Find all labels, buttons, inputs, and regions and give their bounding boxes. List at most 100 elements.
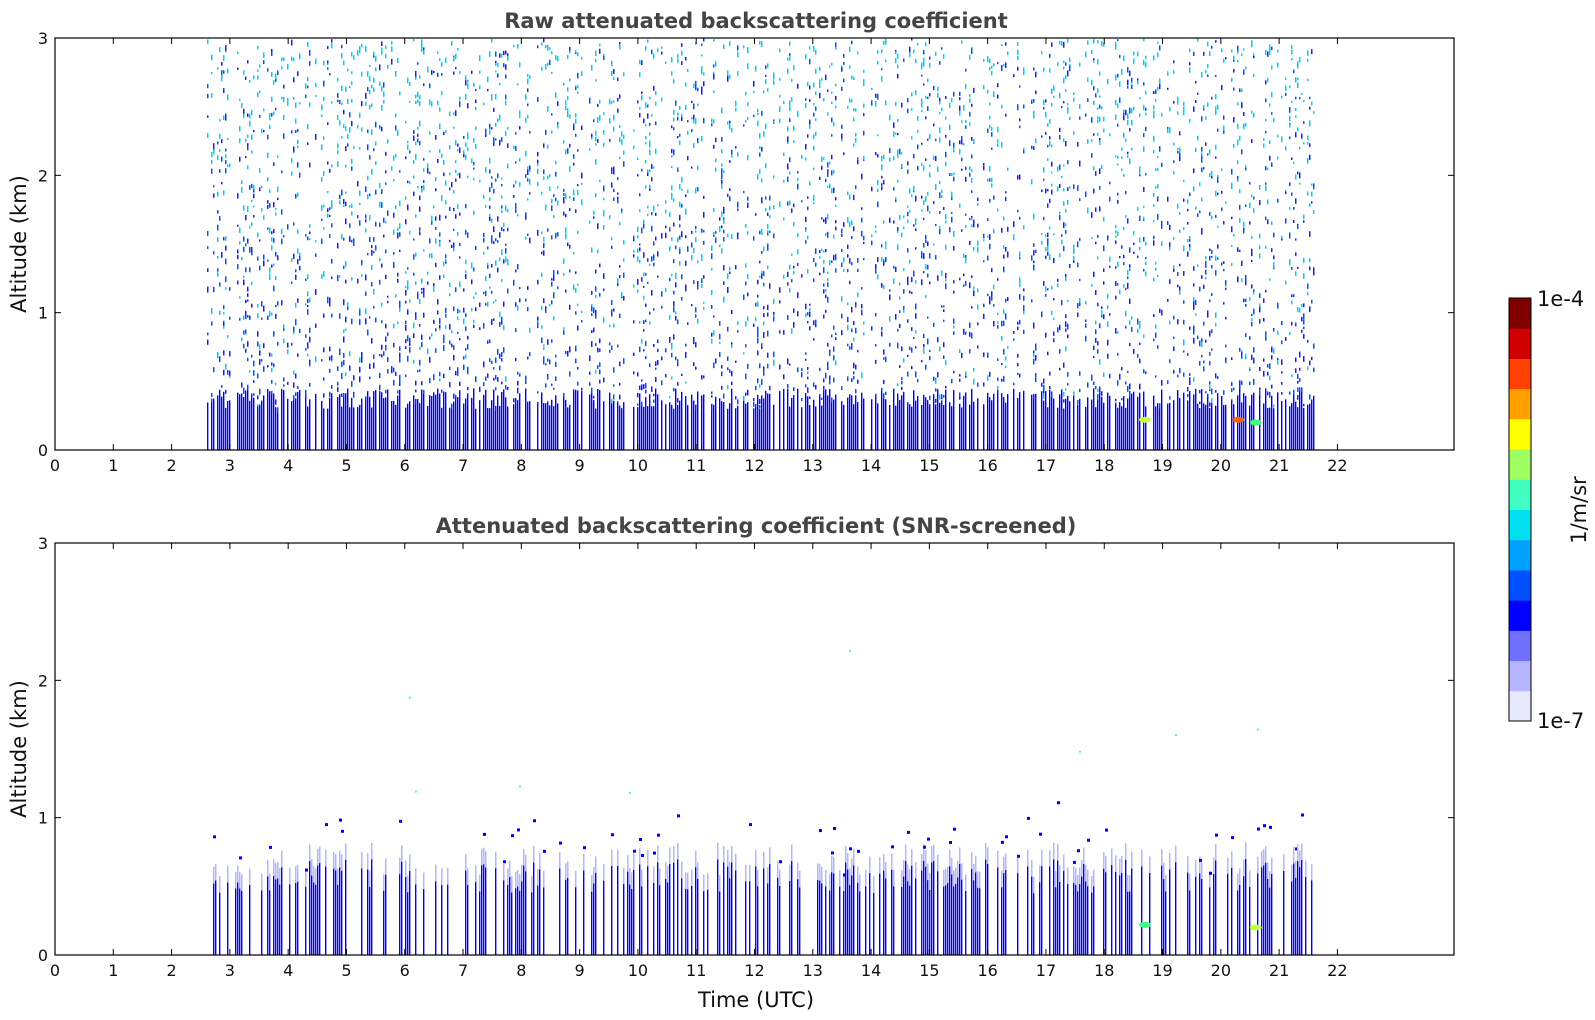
- speckle: [245, 156, 247, 159]
- speckle: [1045, 255, 1047, 259]
- x-tick-label: 22: [1327, 456, 1347, 475]
- speckle: [1053, 317, 1055, 321]
- speckle: [487, 373, 489, 378]
- speckle: [853, 194, 855, 201]
- speckle: [1297, 266, 1299, 269]
- profile-column: [1145, 406, 1147, 450]
- speckle: [351, 158, 353, 164]
- speckle: [1099, 186, 1101, 190]
- speckle: [565, 149, 567, 155]
- speckle: [1161, 241, 1163, 247]
- speckle: [1091, 117, 1093, 123]
- profile-column: [243, 397, 245, 450]
- speckle: [1203, 105, 1205, 109]
- speckle: [1073, 255, 1075, 261]
- profile-fade: [653, 866, 655, 883]
- speckle: [971, 306, 973, 309]
- speckle: [1205, 269, 1207, 275]
- speckle: [703, 375, 705, 379]
- x-tick-label: 5: [341, 456, 351, 475]
- speckle: [387, 295, 389, 298]
- speckle: [939, 211, 941, 214]
- speckle: [575, 118, 577, 124]
- speckle: [945, 244, 947, 250]
- speckle: [1047, 240, 1049, 246]
- speckle: [495, 93, 497, 100]
- speckle: [1137, 328, 1139, 334]
- speckle: [207, 332, 209, 336]
- profile-column: [275, 879, 277, 955]
- speckle: [1167, 221, 1169, 225]
- profile-column: [431, 395, 433, 450]
- speckle: [211, 54, 213, 59]
- speckle: [529, 167, 531, 173]
- speckle: [877, 50, 879, 54]
- speckle: [961, 168, 963, 171]
- speckle: [569, 49, 571, 54]
- speckle: [649, 96, 651, 100]
- speckle: [337, 143, 339, 149]
- speckle: [1065, 314, 1067, 319]
- speckle: [1063, 164, 1065, 167]
- profile-column: [1285, 399, 1287, 450]
- speckle: [757, 350, 759, 356]
- profile-fade: [423, 872, 425, 890]
- speckle: [805, 240, 807, 244]
- speckle: [597, 104, 599, 107]
- speckle: [915, 219, 917, 225]
- speckle: [275, 107, 277, 111]
- speckle: [1169, 246, 1171, 251]
- speckle: [1041, 232, 1043, 236]
- speckle: [407, 204, 409, 211]
- speckle: [1031, 145, 1033, 150]
- speckle: [1251, 321, 1253, 327]
- speckle: [1001, 64, 1003, 71]
- speckle: [695, 118, 697, 125]
- speckle: [1169, 320, 1171, 325]
- speckle: [253, 129, 255, 133]
- speckle: [247, 206, 249, 212]
- speckle: [1153, 149, 1155, 154]
- speckle: [977, 304, 979, 310]
- profile-column: [543, 887, 545, 955]
- speckle: [1199, 362, 1201, 366]
- speckle: [747, 102, 749, 107]
- profile-column: [1291, 403, 1293, 450]
- speckle: [491, 290, 493, 294]
- speckle: [953, 325, 955, 329]
- speckle: [393, 155, 395, 161]
- speckle: [489, 51, 491, 57]
- speckle: [1057, 327, 1059, 333]
- speckle: [691, 254, 693, 261]
- speckle: [397, 321, 399, 325]
- speckle: [529, 237, 531, 244]
- speckle: [997, 83, 999, 88]
- speckle: [505, 248, 507, 254]
- speckle: [977, 382, 979, 387]
- speckle: [661, 233, 663, 239]
- speckle: [959, 97, 961, 101]
- profile-fade: [575, 870, 577, 888]
- speckle: [1251, 42, 1253, 48]
- speckle: [261, 301, 263, 307]
- speckle: [491, 264, 493, 268]
- speckle: [217, 191, 219, 197]
- profile-fade: [673, 846, 675, 863]
- speckle: [969, 240, 971, 246]
- speckle: [695, 230, 697, 233]
- speckle: [843, 78, 845, 83]
- speckle: [1263, 358, 1265, 362]
- speckle: [589, 148, 591, 151]
- speckle: [501, 381, 503, 385]
- speckle: [453, 393, 455, 399]
- speckle: [677, 398, 679, 403]
- speckle: [841, 262, 843, 268]
- speckle: [645, 45, 647, 51]
- speckle: [327, 122, 329, 125]
- speckle: [807, 196, 809, 199]
- speckle: [1059, 253, 1061, 258]
- speckle: [223, 325, 225, 329]
- speckle: [479, 85, 481, 90]
- speckle: [1211, 265, 1213, 269]
- profile-column: [559, 868, 561, 955]
